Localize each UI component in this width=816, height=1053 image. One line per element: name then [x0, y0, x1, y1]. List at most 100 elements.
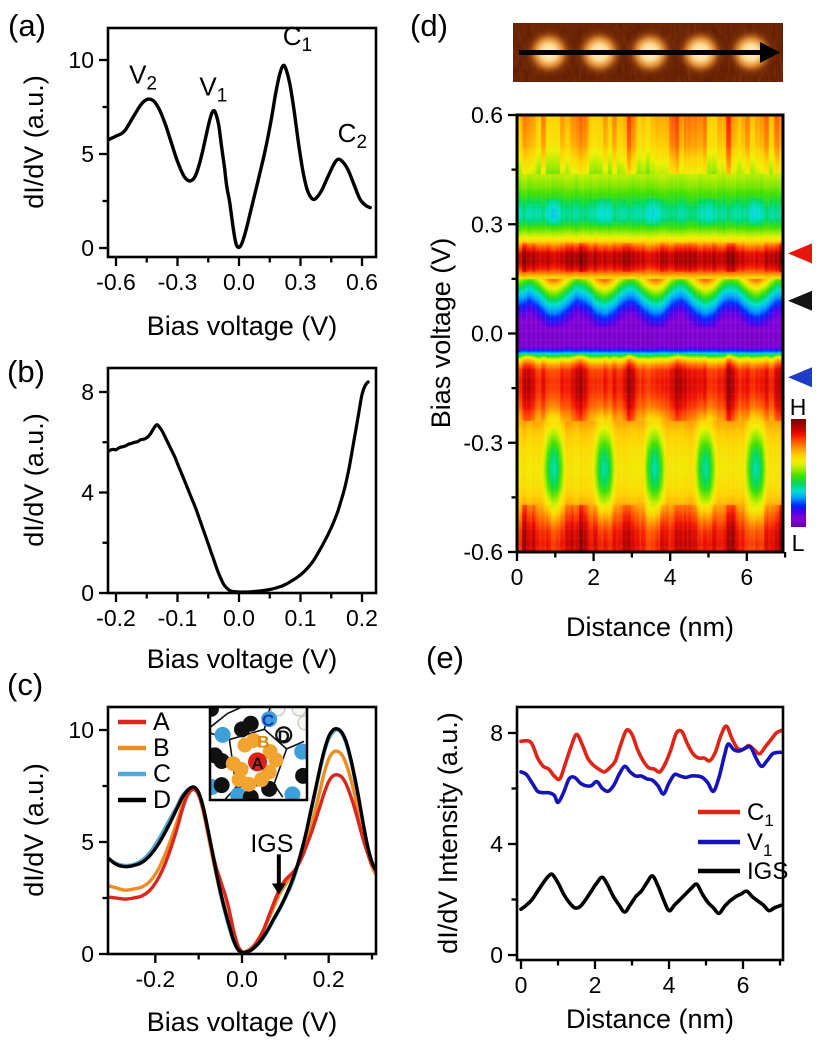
curve-V1-profile [519, 742, 783, 805]
site-A-atom [248, 752, 268, 772]
x-tick-label-a: 0.0 [223, 269, 255, 295]
x-tick-label-a: -0.6 [96, 269, 136, 295]
panel-label-b: (b) [7, 354, 45, 389]
orange-atom [246, 732, 262, 748]
y-tick-label-d: 0.0 [471, 321, 503, 347]
x-tick-label-b: 0.2 [346, 605, 378, 631]
x-tick-label-b: 0.1 [285, 605, 317, 631]
orange-atom [268, 752, 284, 768]
marker-triangle-IGS [788, 290, 812, 311]
y-tick-label-d: -0.6 [463, 539, 503, 565]
y-axis-title-d: Bias voltage (V) [426, 237, 456, 429]
y-tick-label-d: 0.6 [471, 102, 503, 128]
ghost-atom [291, 707, 307, 717]
orange-atom [241, 776, 257, 792]
black-atom [295, 767, 307, 784]
panel-label-c: (c) [7, 667, 44, 702]
legend-label-C: C [153, 760, 171, 788]
x-tick-label-b: -0.2 [96, 605, 136, 631]
x-axis-title-d: Distance (nm) [565, 612, 735, 642]
y-tick-label-d: 0.3 [471, 211, 503, 237]
x-tick-label-d: 6 [740, 564, 753, 590]
colorbar-high-label: H [789, 394, 807, 420]
y-tick-label-e: 8 [490, 720, 503, 746]
orange-atom [231, 772, 247, 788]
inset-background [210, 707, 307, 800]
unit-cell-outline [228, 728, 288, 788]
blue-atom [210, 778, 220, 795]
blue-atom [284, 786, 301, 800]
x-tick-label-c: 0.2 [313, 966, 345, 992]
axes-b: -0.2 -0.1 0.0 0.1 0.2 0 4 8 [81, 366, 378, 631]
curve-site-B [108, 749, 376, 954]
y-axis-title-b: dI/dV (a.u.) [19, 413, 49, 547]
x-tick-label-e: 2 [589, 972, 602, 998]
legend-label-e-C1: C1 [747, 799, 774, 830]
ghost-atom [297, 715, 307, 731]
colorbar-low-label: L [791, 530, 805, 556]
y-axis-title-a: dI/dV (a.u.) [19, 75, 49, 209]
y-tick-label-b: 0 [81, 580, 94, 606]
legend-label-D: D [153, 786, 171, 814]
x-axis-title-b: Bias voltage (V) [146, 644, 338, 674]
peak-annotation-C1: C1 [283, 21, 312, 56]
marker-triangle-C1 [788, 243, 812, 264]
legend-label-B: B [153, 734, 170, 762]
peak-annotation-C2: C2 [338, 118, 367, 153]
orange-atom [253, 772, 269, 788]
blue-atom [230, 787, 247, 800]
y-tick-label-c: 10 [68, 717, 94, 743]
cell-boundary-line [210, 712, 228, 729]
cell-boundary-line [223, 786, 237, 800]
legend-label-e-V1: V1 [747, 829, 772, 860]
x-tick-label-e: 6 [737, 972, 750, 998]
y-tick-label-c: 5 [81, 829, 94, 855]
y-tick-label-b: 8 [81, 379, 94, 405]
igs-annotation: IGS [250, 830, 293, 895]
x-tick-label-b: -0.1 [158, 605, 198, 631]
y-tick-label-e: 0 [490, 942, 503, 968]
legend-label-e-IGS: IGS [747, 858, 788, 885]
x-tick-label-a: 0.3 [285, 269, 317, 295]
orange-atom [233, 761, 249, 777]
blue-atom [261, 711, 278, 728]
x-tick-label-e: 4 [663, 972, 676, 998]
curve-C1-profile [519, 724, 783, 782]
cell-boundary-line [273, 783, 284, 798]
colorbar-gradient [791, 419, 806, 527]
x-tick-label-c: 0.0 [226, 966, 258, 992]
peak-annotation-V2: V2 [129, 60, 157, 95]
y-tick-label-c: 0 [81, 941, 94, 967]
site-D-atom [275, 726, 293, 744]
legend-label-A: A [153, 708, 170, 736]
x-tick-label-c: -0.2 [136, 966, 176, 992]
peak-annotation-V1: V1 [199, 72, 227, 107]
y-tick-label-d: -0.3 [463, 430, 503, 456]
cell-boundary-line [286, 740, 305, 750]
inset-border [208, 705, 309, 802]
curves-a [108, 63, 372, 250]
curves-e [519, 724, 783, 916]
black-atom [261, 780, 278, 797]
cell-boundary-line [263, 707, 271, 730]
y-axis-title-c: dI/dV (a.u.) [19, 763, 49, 897]
y-tick-label-a: 0 [81, 235, 94, 261]
black-atom [213, 777, 230, 794]
panel-label-a: (a) [8, 8, 46, 43]
x-axis-title-a: Bias voltage (V) [146, 311, 338, 341]
y-tick-label-a: 5 [81, 141, 94, 167]
x-tick-label-d: 2 [587, 564, 600, 590]
dIdV-bias-distance-heatmap [517, 115, 783, 552]
y-tick-label-a: 10 [68, 47, 94, 73]
panel-label-e: (e) [426, 640, 464, 675]
ghost-atom [270, 707, 286, 717]
curve-IGS-profile [519, 872, 783, 916]
x-axis-title-e: Distance (nm) [565, 1004, 735, 1034]
curve-site-D [108, 727, 376, 954]
x-tick-label-d: 4 [664, 564, 677, 590]
orange-atom [237, 737, 253, 753]
stm-topography-image [513, 23, 783, 82]
